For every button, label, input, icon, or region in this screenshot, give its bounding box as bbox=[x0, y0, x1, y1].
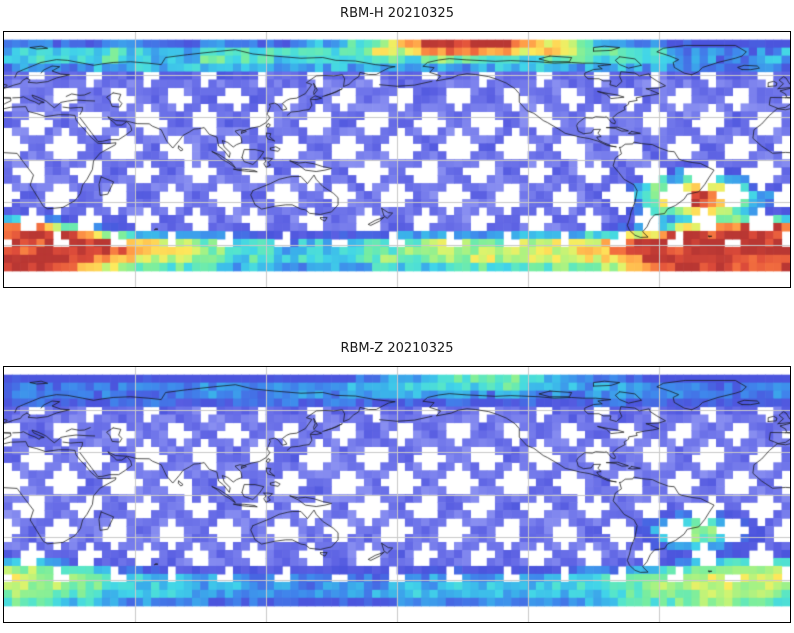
plot-title-rbm-h: RBM-H 20210325 bbox=[340, 6, 454, 21]
map-frame-rbm-h bbox=[3, 31, 791, 288]
map-canvas-rbm-z bbox=[4, 367, 790, 622]
plot-title-rbm-z: RBM-Z 20210325 bbox=[340, 341, 454, 356]
map-frame-rbm-z bbox=[3, 366, 791, 623]
map-canvas-rbm-h bbox=[4, 32, 790, 287]
